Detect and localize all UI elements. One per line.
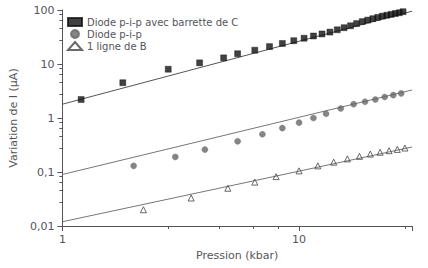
svg-text:0,01: 0,01 bbox=[30, 220, 55, 233]
svg-text:1 ligne de B: 1 ligne de B bbox=[87, 41, 147, 52]
svg-text:Variation de I (μA): Variation de I (μA) bbox=[7, 68, 20, 167]
svg-text:Diode p-i-p: Diode p-i-p bbox=[87, 29, 142, 40]
svg-text:0,1: 0,1 bbox=[37, 166, 55, 179]
svg-text:10: 10 bbox=[40, 58, 54, 71]
svg-text:Diode p-i-p avec barrette de C: Diode p-i-p avec barrette de C bbox=[87, 17, 238, 28]
svg-text:1: 1 bbox=[47, 112, 54, 125]
svg-text:100: 100 bbox=[33, 4, 54, 17]
svg-text:10: 10 bbox=[292, 233, 306, 246]
svg-text:1: 1 bbox=[59, 233, 66, 246]
svg-text:Pression (kbar): Pression (kbar) bbox=[196, 249, 278, 262]
